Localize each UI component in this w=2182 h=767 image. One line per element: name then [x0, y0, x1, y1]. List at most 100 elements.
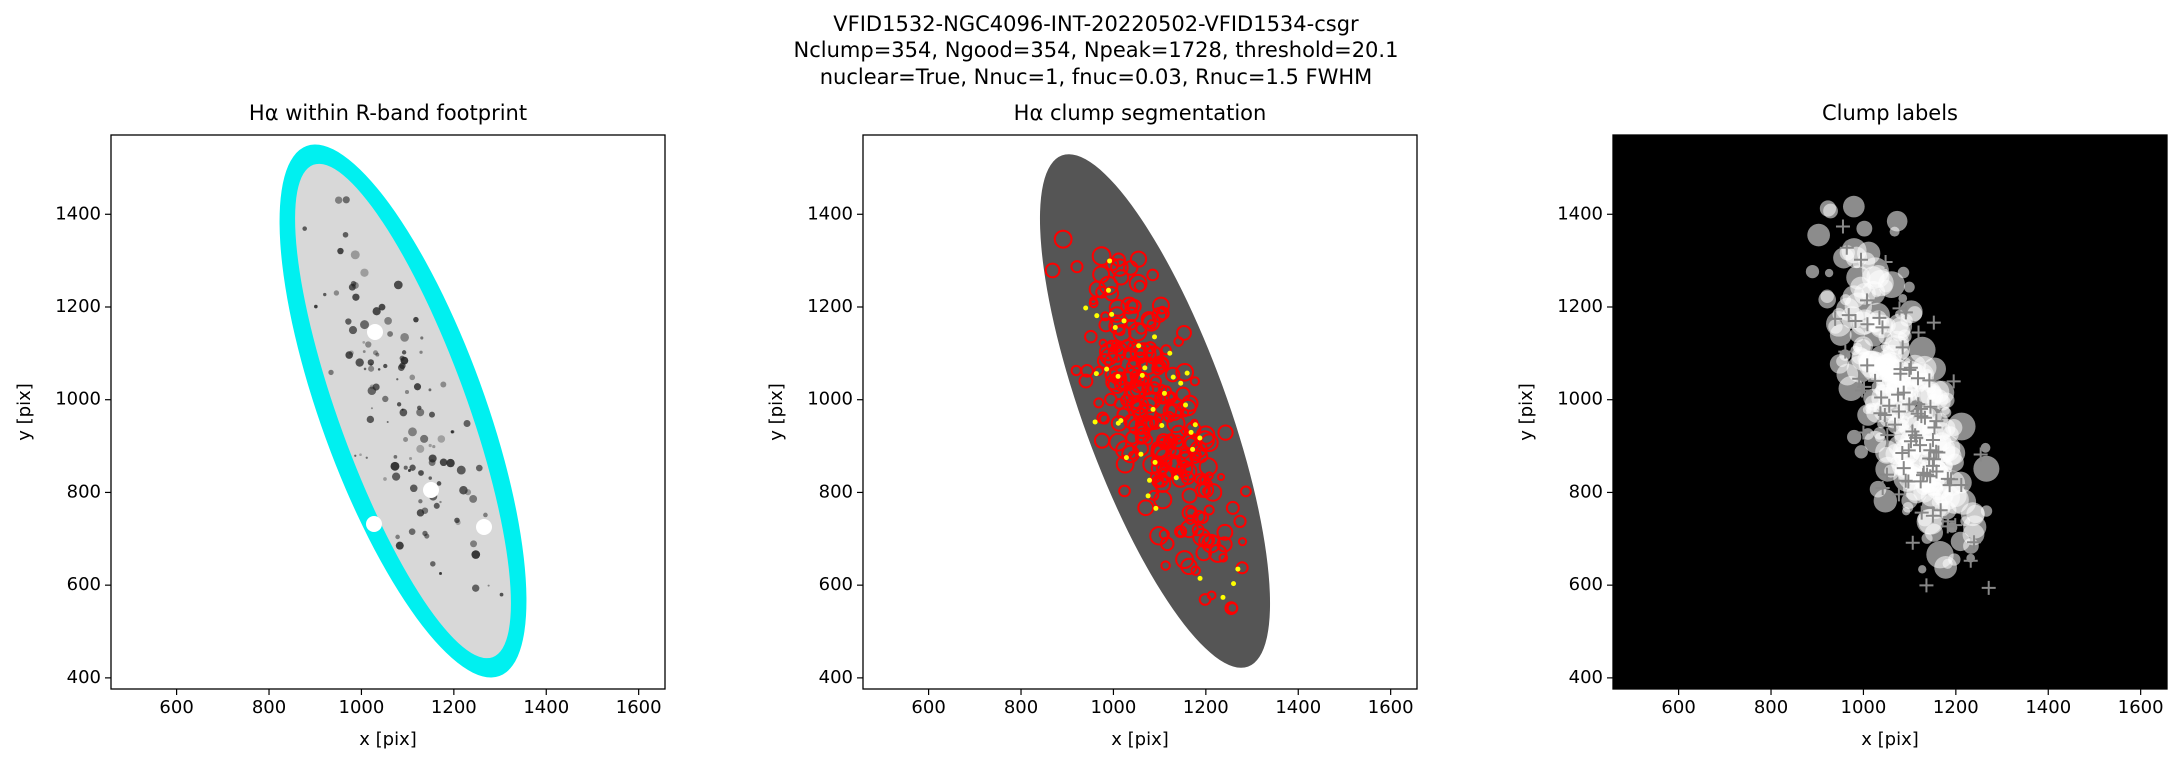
- label-blob: [1843, 195, 1865, 218]
- emission: [386, 420, 389, 424]
- emission: [348, 326, 358, 335]
- x-axis-label: x [pix]: [359, 729, 417, 750]
- emission: [352, 293, 360, 301]
- emission: [328, 369, 334, 376]
- clump-marker: [1929, 464, 1944, 479]
- clump: [1145, 345, 1162, 362]
- x-tick-label: 600: [911, 697, 945, 718]
- clump-marker: [1893, 362, 1908, 377]
- clump: [1208, 543, 1228, 563]
- y-tick-label: 400: [819, 667, 853, 688]
- clump-marker: [1973, 447, 1988, 462]
- panel-title: Clump labels: [1822, 101, 1958, 125]
- y-tick-label: 800: [67, 481, 101, 502]
- clump-marker: [1874, 390, 1889, 405]
- peak: [1109, 311, 1115, 317]
- clump: [1179, 519, 1199, 539]
- clump: [1107, 344, 1127, 363]
- clump-marker: [1839, 240, 1854, 255]
- label-blob: [1863, 325, 1885, 347]
- clump: [1044, 262, 1061, 279]
- y-tick-label: 1000: [807, 389, 853, 410]
- label-blob: [1923, 368, 1933, 378]
- clump: [1160, 344, 1172, 356]
- clump-marker: [1925, 508, 1940, 523]
- figure-title: VFID1532-NGC4096-INT-20220502-VFID1534-c…: [833, 12, 1359, 36]
- y-axis-label: y [pix]: [14, 383, 35, 441]
- clump: [1233, 514, 1247, 529]
- peak: [1188, 429, 1194, 435]
- axes-frame: [862, 134, 1418, 690]
- clump-marker: [1914, 409, 1929, 424]
- emission: [350, 250, 360, 260]
- clump: [1098, 317, 1114, 333]
- clump: [1118, 484, 1131, 498]
- peak: [1152, 334, 1158, 340]
- peak: [1123, 455, 1129, 461]
- emission: [368, 365, 375, 372]
- clump-marker: [1927, 420, 1942, 435]
- label-blob: [1926, 541, 1954, 569]
- label-blob: [1864, 302, 1890, 328]
- emission: [382, 395, 389, 403]
- emission: [428, 388, 432, 392]
- emission: [455, 519, 461, 526]
- emission: [439, 572, 442, 575]
- panel-title: Hα clump segmentation: [1014, 101, 1267, 125]
- clump-marker: [1891, 387, 1906, 402]
- emission: [383, 363, 388, 369]
- peak: [1107, 258, 1113, 264]
- label-blob: [1945, 453, 1964, 472]
- y-tick-label: 1400: [1557, 203, 1603, 224]
- clump: [1113, 269, 1130, 286]
- label-blob: [1886, 210, 1908, 232]
- peak: [1161, 390, 1167, 396]
- clump-marker: [1923, 399, 1938, 414]
- clump-marker: [1838, 344, 1853, 359]
- emission: [471, 550, 481, 559]
- emission: [337, 247, 344, 255]
- emission: [432, 444, 436, 449]
- label-blob: [1903, 281, 1915, 293]
- clump-marker: [1940, 471, 1955, 486]
- clump-marker: [1922, 373, 1937, 388]
- clump-marker: [1895, 340, 1910, 355]
- peak: [1152, 459, 1158, 465]
- clump-marker: [1853, 252, 1868, 267]
- x-tick-label: 800: [252, 697, 286, 718]
- x-tick-label: 1000: [1841, 697, 1887, 718]
- clump: [1240, 485, 1252, 498]
- clump: [1053, 229, 1073, 249]
- label-blob: [1871, 380, 1885, 394]
- label-blob: [1963, 515, 1987, 539]
- clump-marker: [1841, 308, 1856, 323]
- clump-marker: [1898, 305, 1913, 320]
- clump: [1136, 371, 1150, 386]
- clump: [1105, 257, 1120, 272]
- x-tick-label: 1400: [2025, 697, 2071, 718]
- clump-marker: [1848, 314, 1863, 329]
- clump: [1127, 322, 1148, 342]
- y-tick-label: 600: [67, 574, 101, 595]
- clump: [1108, 298, 1127, 317]
- emission: [323, 292, 327, 297]
- peak: [1231, 581, 1237, 587]
- emission: [408, 528, 416, 536]
- x-tick-label: 1000: [339, 697, 385, 718]
- clump: [1120, 296, 1139, 315]
- axes-frame: [110, 134, 666, 690]
- y-tick-label: 1400: [807, 203, 853, 224]
- emission: [422, 530, 428, 537]
- peak: [1153, 505, 1159, 511]
- peak: [1145, 493, 1151, 499]
- x-axis-label: x [pix]: [1861, 729, 1919, 750]
- emission: [399, 408, 408, 417]
- label-blob: [1819, 200, 1837, 217]
- clump-marker: [1891, 404, 1906, 419]
- emission: [409, 374, 416, 381]
- clump-marker: [1877, 408, 1892, 423]
- x-axis-label: x [pix]: [1111, 729, 1169, 750]
- axes-frame: [1612, 134, 2168, 690]
- emission: [416, 509, 425, 517]
- label-blob: [1869, 480, 1887, 498]
